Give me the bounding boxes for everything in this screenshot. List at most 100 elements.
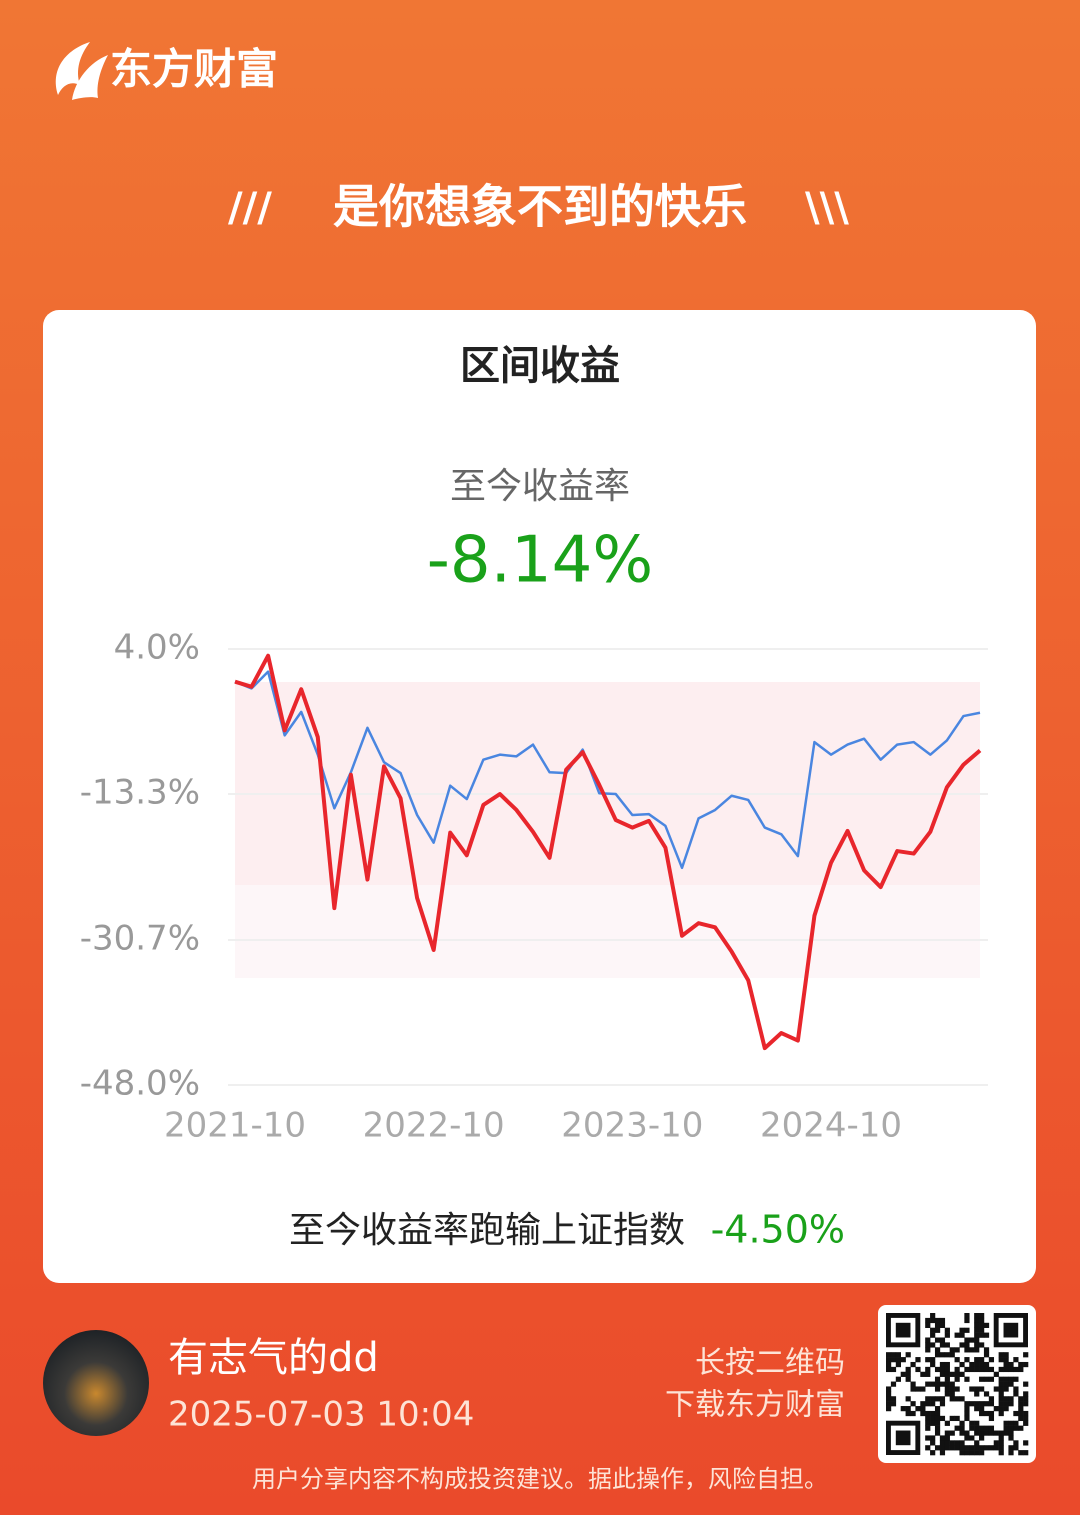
qr-module <box>964 1401 970 1407</box>
qr-module <box>944 1381 950 1387</box>
qr-module <box>934 1406 941 1412</box>
compare-value: -4.50% <box>711 1208 845 1252</box>
qr-module <box>895 1352 901 1358</box>
return-value: -8.14% <box>427 524 653 598</box>
qr-module <box>925 1445 931 1451</box>
qr-module <box>979 1406 985 1412</box>
qr-module <box>1008 1420 1014 1426</box>
qr-module <box>1018 1450 1024 1456</box>
qr-module <box>969 1425 975 1431</box>
qr-module <box>934 1425 941 1431</box>
qr-module <box>939 1317 946 1324</box>
qr-module <box>890 1357 897 1363</box>
qr-module <box>979 1332 985 1338</box>
qr-module <box>1023 1415 1029 1422</box>
qr-module <box>934 1337 941 1343</box>
qr-module <box>934 1322 941 1328</box>
qr-module <box>954 1386 960 1392</box>
qr-module <box>974 1420 980 1426</box>
qr-module <box>930 1450 936 1456</box>
qr-module <box>974 1327 980 1333</box>
qr-module <box>974 1361 980 1368</box>
qr-module <box>979 1401 985 1407</box>
qr-module <box>1023 1440 1029 1446</box>
qr-module <box>915 1406 921 1412</box>
qr-module <box>954 1366 960 1373</box>
qr-module <box>949 1381 955 1387</box>
qr-module <box>998 1406 1004 1412</box>
qr-module <box>944 1391 950 1397</box>
qr-module <box>1003 1361 1009 1368</box>
qr-module <box>939 1337 946 1343</box>
qr-module <box>925 1317 931 1324</box>
qr-module <box>988 1445 995 1451</box>
qr-module <box>1023 1450 1029 1456</box>
qr-module <box>905 1410 911 1417</box>
qr-module <box>939 1415 946 1422</box>
qr-module <box>1023 1361 1029 1368</box>
compare-text: 至今收益率跑输上证指数 <box>289 1210 685 1251</box>
qr-module <box>974 1337 980 1343</box>
qr-module <box>974 1332 980 1338</box>
qr-module <box>974 1425 980 1431</box>
qr-module <box>969 1337 975 1343</box>
qr-module <box>949 1396 955 1402</box>
qr-module <box>934 1352 941 1358</box>
qr-module <box>915 1366 921 1373</box>
x-tick-label: 2024-10 <box>760 1106 902 1146</box>
qr-module <box>886 1391 892 1397</box>
qr-module <box>905 1406 911 1412</box>
qr-module <box>1008 1381 1014 1387</box>
qr-module <box>949 1430 955 1436</box>
qr-module <box>1013 1386 1019 1392</box>
qr-module <box>974 1386 980 1392</box>
qr-module <box>998 1410 1004 1417</box>
qr-module <box>939 1366 946 1373</box>
qr-module <box>1018 1406 1024 1412</box>
qr-module <box>1003 1352 1009 1358</box>
qr-module <box>974 1445 980 1451</box>
qr-module <box>959 1327 965 1333</box>
qr-module <box>1003 1430 1009 1436</box>
qr-module <box>974 1357 980 1363</box>
qr-module <box>934 1386 941 1392</box>
qr-finder <box>895 1430 911 1446</box>
qr-module <box>979 1317 985 1324</box>
qr-module <box>1008 1435 1014 1441</box>
qr-module <box>954 1445 960 1451</box>
qr-module <box>983 1410 990 1417</box>
qr-module <box>925 1337 931 1343</box>
qr-module <box>934 1347 941 1353</box>
qr-module <box>1013 1366 1019 1373</box>
qr-module <box>974 1342 980 1348</box>
qr-module <box>998 1381 1004 1387</box>
qr-module <box>1003 1425 1009 1431</box>
qr-module <box>1008 1361 1014 1368</box>
user-name: 有志气的dd <box>168 1335 379 1381</box>
qr-module <box>1013 1440 1019 1446</box>
qr-module <box>934 1415 941 1422</box>
qr-module <box>944 1386 950 1392</box>
qr-module <box>900 1371 906 1377</box>
qr-module <box>959 1430 965 1436</box>
qr-module <box>954 1425 960 1431</box>
qr-module <box>890 1366 897 1373</box>
qr-module <box>1018 1361 1024 1368</box>
qr-module <box>974 1401 980 1407</box>
qr-module <box>964 1410 970 1417</box>
avatar <box>43 1330 149 1436</box>
qr-module <box>934 1381 941 1387</box>
qr-module <box>886 1386 892 1392</box>
qr-module <box>1018 1425 1024 1431</box>
qr-module <box>998 1396 1004 1402</box>
qr-module <box>959 1450 965 1456</box>
qr-module <box>905 1396 911 1402</box>
qr-module <box>1003 1386 1009 1392</box>
qr-module <box>1018 1401 1024 1407</box>
qr-module <box>974 1347 980 1353</box>
qr-module <box>959 1440 965 1446</box>
qr-code <box>886 1313 1029 1456</box>
y-tick-label: -30.7% <box>80 918 200 958</box>
qr-module <box>1003 1401 1009 1407</box>
qr-module <box>939 1435 946 1441</box>
